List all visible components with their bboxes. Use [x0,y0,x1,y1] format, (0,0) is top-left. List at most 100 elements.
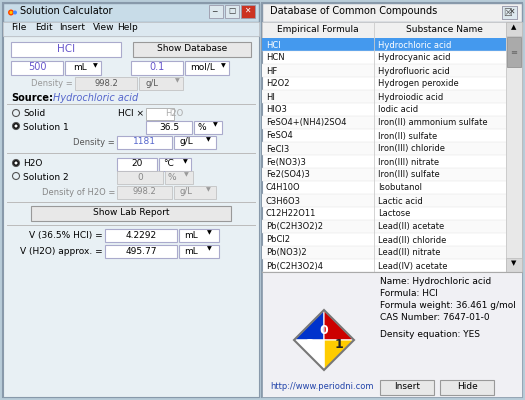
Text: Hydrochloric acid: Hydrochloric acid [378,40,452,50]
FancyBboxPatch shape [165,171,193,184]
Circle shape [15,162,17,164]
Text: ✕: ✕ [508,7,514,16]
Text: C12H22O11: C12H22O11 [266,210,317,218]
Text: 0: 0 [320,324,328,336]
Text: 998.2: 998.2 [94,78,118,88]
Text: g/L: g/L [145,78,158,88]
Text: %: % [198,122,207,132]
Text: ▼: ▼ [206,188,211,192]
FancyBboxPatch shape [507,37,521,67]
Text: HCN: HCN [266,54,285,62]
Text: Insert: Insert [394,382,420,391]
FancyBboxPatch shape [502,6,517,19]
Text: HCl: HCl [57,44,75,54]
Text: Lead(IV) acetate: Lead(IV) acetate [378,262,447,270]
FancyBboxPatch shape [506,258,522,272]
Text: mL: mL [73,63,87,72]
FancyBboxPatch shape [65,61,101,75]
Circle shape [9,11,13,14]
Text: %: % [168,172,176,182]
FancyBboxPatch shape [117,136,172,149]
Text: HCl: HCl [266,40,281,50]
Text: Density =: Density = [74,138,115,147]
Text: Lactose: Lactose [378,210,411,218]
Text: Iron(II) ammonium sulfate: Iron(II) ammonium sulfate [378,118,488,128]
Text: ▼: ▼ [206,138,211,142]
FancyBboxPatch shape [262,194,506,207]
Text: ▼: ▼ [207,246,212,252]
Text: Fe(NO3)3: Fe(NO3)3 [266,158,306,166]
Text: FeCl3: FeCl3 [266,144,289,154]
Text: FeSO4: FeSO4 [266,132,293,140]
FancyBboxPatch shape [262,272,522,397]
Text: CAS Number: 7647-01-0: CAS Number: 7647-01-0 [380,313,490,322]
FancyBboxPatch shape [225,5,239,18]
Text: Lead(II) acetate: Lead(II) acetate [378,222,444,232]
FancyBboxPatch shape [3,3,259,22]
Text: Density equation: YES: Density equation: YES [380,330,480,339]
Text: HI: HI [266,92,275,102]
Text: Hydrogen peroxide: Hydrogen peroxide [378,80,459,88]
Text: Pb(C2H3O2)4: Pb(C2H3O2)4 [266,262,323,270]
Text: Help: Help [118,24,138,32]
FancyBboxPatch shape [262,168,506,181]
Text: 495.77: 495.77 [125,246,157,256]
Text: Hydrocyanic acid: Hydrocyanic acid [378,54,450,62]
Text: Hydrofluoric acid: Hydrofluoric acid [378,66,450,76]
FancyBboxPatch shape [262,142,506,155]
FancyBboxPatch shape [3,3,259,397]
Text: http://www.periodni.com: http://www.periodni.com [270,382,373,391]
Text: V (36.5% HCl) =: V (36.5% HCl) = [29,231,103,240]
FancyBboxPatch shape [380,380,434,395]
Text: Hydroiodic acid: Hydroiodic acid [378,92,443,102]
Text: C4H10O: C4H10O [266,184,301,192]
Text: mL: mL [184,230,198,240]
FancyBboxPatch shape [262,220,506,233]
Text: ▼: ▼ [184,172,189,178]
Text: mol/L: mol/L [190,63,215,72]
FancyBboxPatch shape [209,5,223,18]
FancyBboxPatch shape [117,158,157,171]
Polygon shape [294,310,324,340]
Circle shape [8,10,14,16]
Text: ▼: ▼ [183,160,188,164]
Text: 998.2: 998.2 [132,188,156,196]
FancyBboxPatch shape [159,158,191,171]
Text: 20: 20 [131,160,143,168]
Text: File: File [11,24,26,32]
Text: ▼: ▼ [175,78,180,84]
Text: Name: Hydrochloric acid: Name: Hydrochloric acid [380,277,491,286]
FancyBboxPatch shape [179,229,219,242]
Text: Solution 1: Solution 1 [23,122,69,132]
Text: Database of Common Compounds: Database of Common Compounds [270,6,437,16]
FancyBboxPatch shape [174,186,216,199]
Text: Density of H2O =: Density of H2O = [41,188,115,197]
Text: Edit: Edit [35,24,53,32]
Text: 500: 500 [28,62,46,72]
FancyBboxPatch shape [117,171,163,184]
Text: ▼: ▼ [511,260,517,266]
Text: ▲: ▲ [511,24,517,30]
FancyBboxPatch shape [506,22,522,36]
FancyBboxPatch shape [179,245,219,258]
Text: □: □ [228,6,235,15]
Text: Show Lab Report: Show Lab Report [93,208,169,217]
Polygon shape [294,310,324,340]
FancyBboxPatch shape [131,61,183,75]
FancyBboxPatch shape [262,22,506,38]
Text: ▼: ▼ [221,63,226,68]
Text: Iron(III) chloride: Iron(III) chloride [378,144,445,154]
FancyBboxPatch shape [3,36,259,397]
Text: ▼: ▼ [207,230,212,236]
FancyBboxPatch shape [146,108,174,120]
Text: Lead(II) nitrate: Lead(II) nitrate [378,248,440,258]
FancyBboxPatch shape [262,90,506,103]
FancyBboxPatch shape [262,116,506,129]
Text: 3: 3 [304,338,313,351]
Text: Insert: Insert [59,24,86,32]
Text: H2O: H2O [165,110,183,118]
Text: 4.2292: 4.2292 [125,230,156,240]
FancyBboxPatch shape [11,42,121,57]
Text: 0.1: 0.1 [150,62,165,72]
FancyBboxPatch shape [174,136,216,149]
